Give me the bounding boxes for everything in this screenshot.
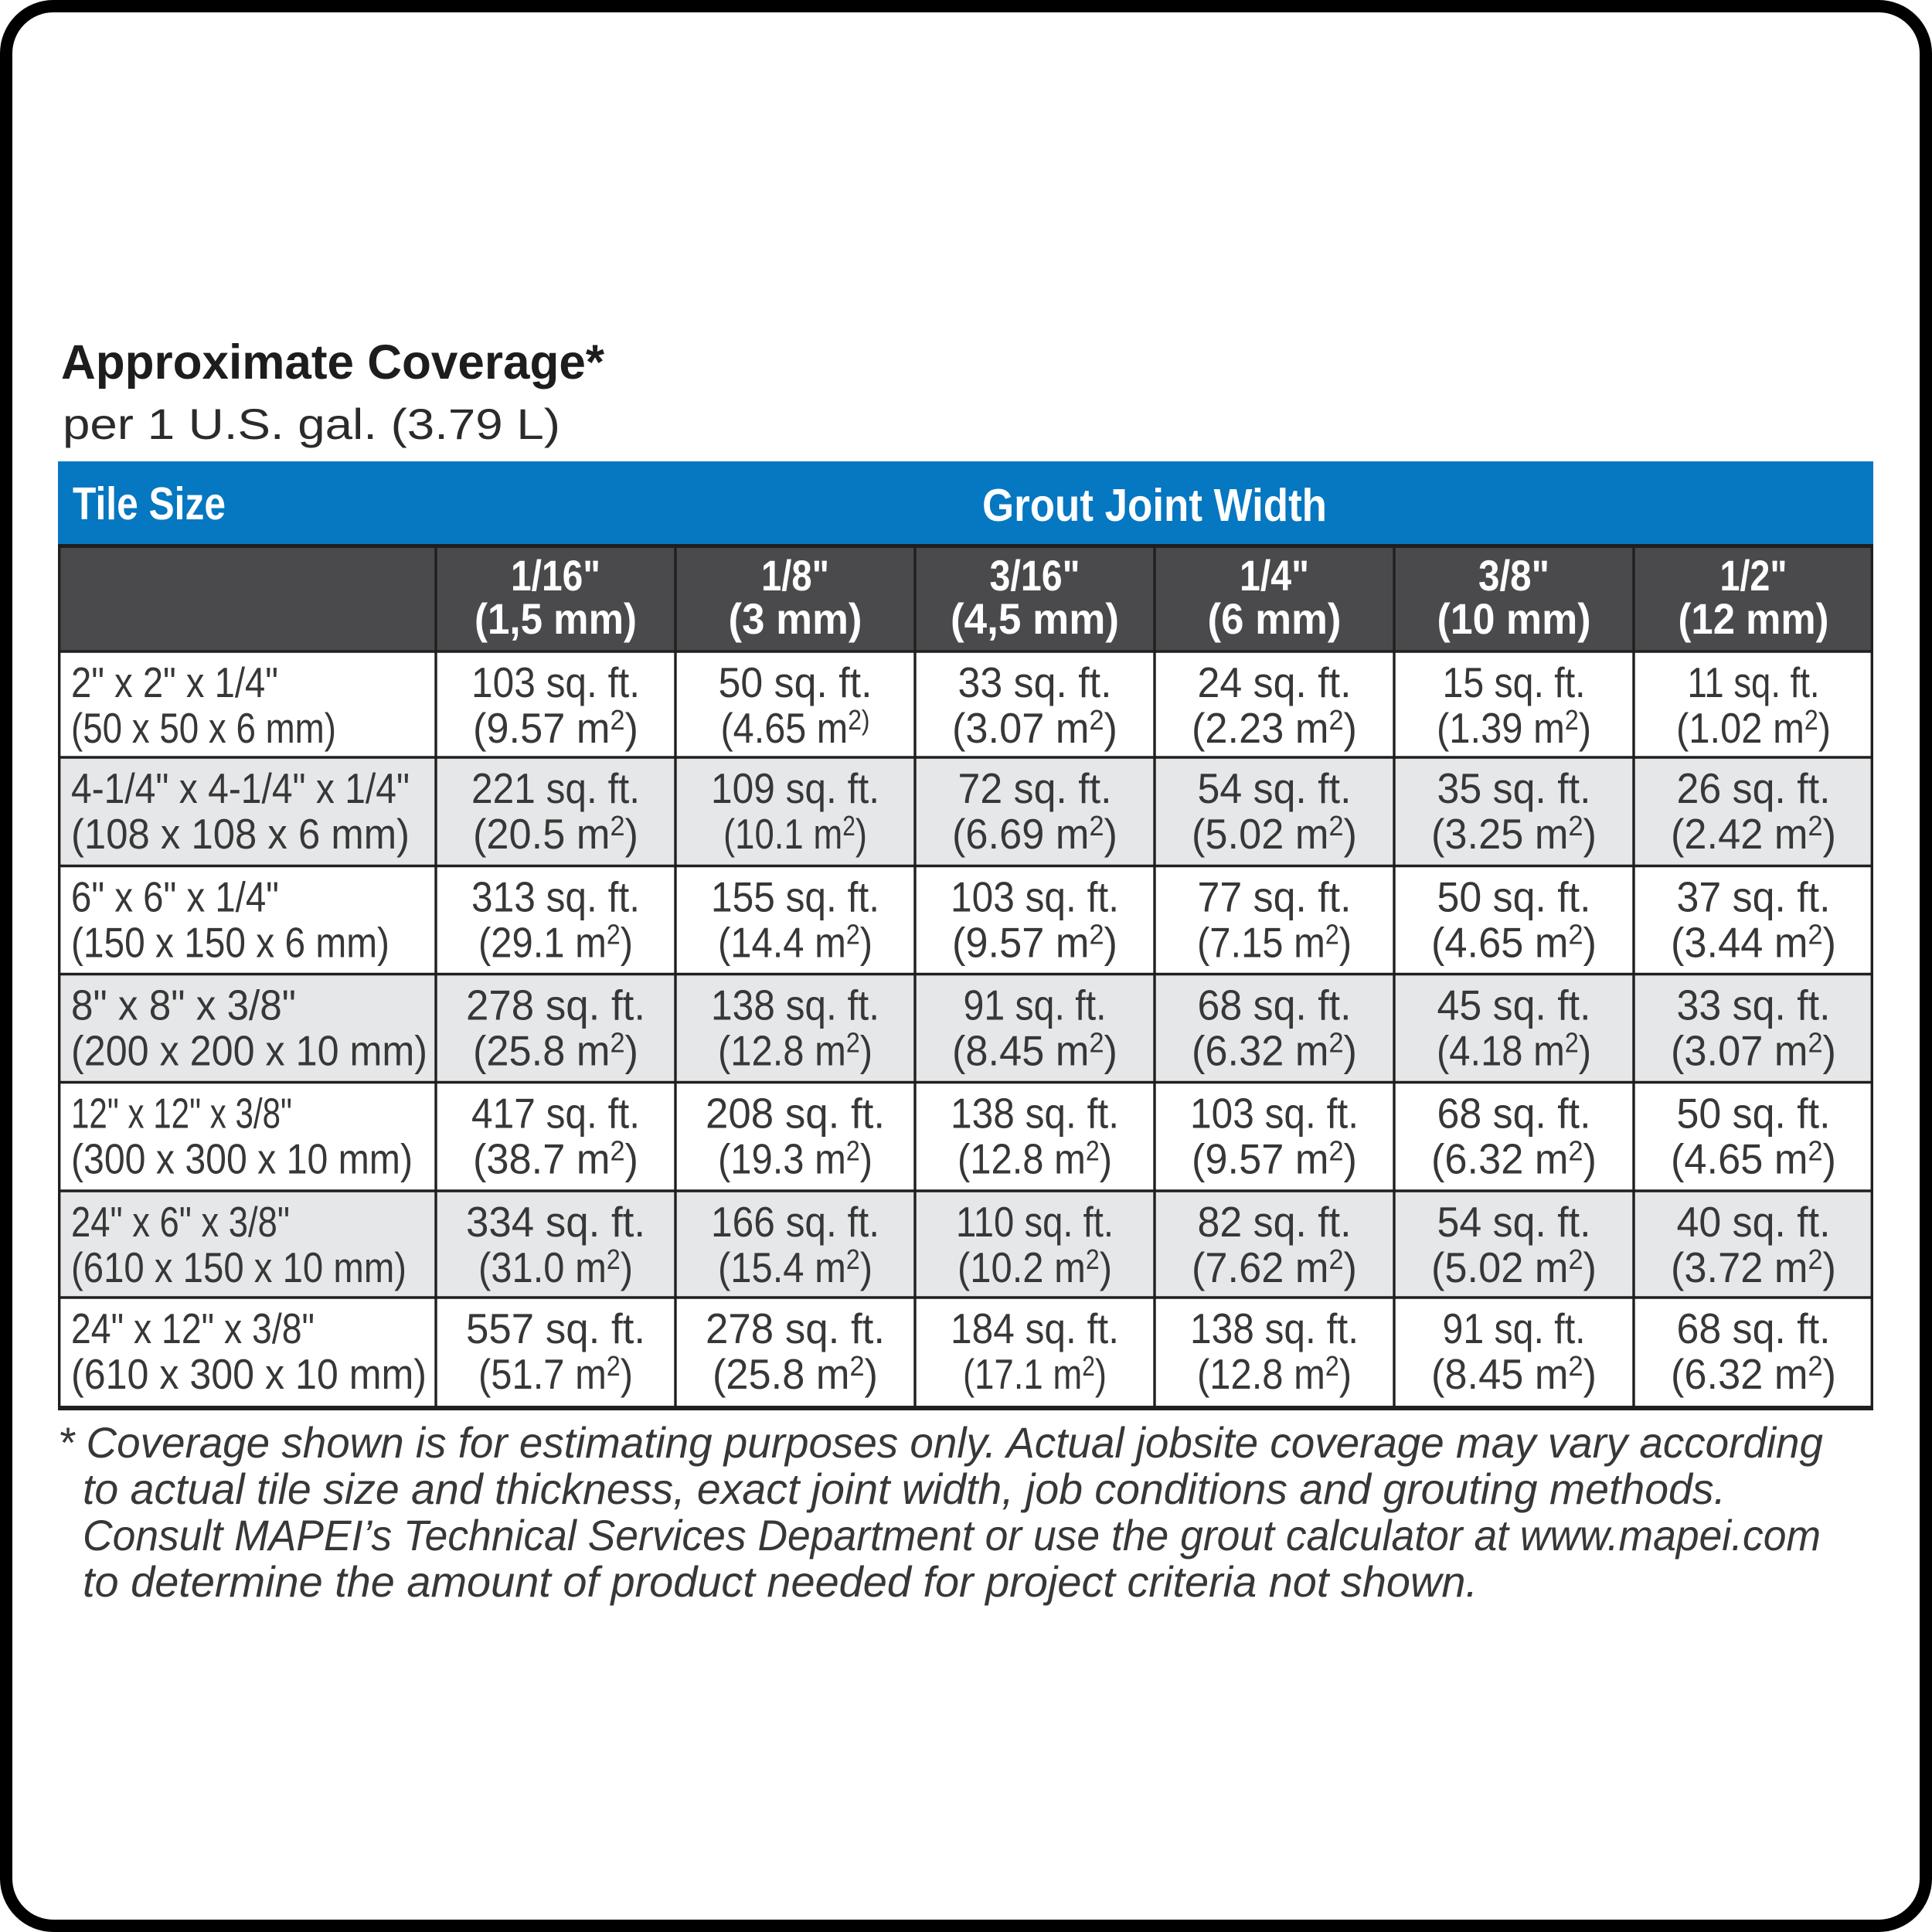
svg-text:313 sq. ft.: 313 sq. ft.: [471, 873, 640, 921]
svg-text:(25.8 m2): (25.8 m2): [473, 1027, 638, 1075]
svg-text:334 sq. ft.: 334 sq. ft.: [466, 1198, 645, 1246]
svg-text:24" x 6" x 3/8": 24" x 6" x 3/8": [71, 1198, 290, 1246]
svg-text:1/2": 1/2": [1720, 551, 1787, 600]
svg-text:(610 x 300 x 10 mm): (610 x 300 x 10 mm): [71, 1350, 427, 1398]
svg-text:35 sq. ft.: 35 sq. ft.: [1437, 764, 1591, 812]
svg-text:91 sq. ft.: 91 sq. ft.: [1443, 1304, 1586, 1352]
svg-text:54 sq. ft.: 54 sq. ft.: [1437, 1198, 1591, 1246]
svg-text:8" x 8" x 3/8": 8" x 8" x 3/8": [71, 981, 296, 1029]
svg-text:138 sq. ft.: 138 sq. ft.: [951, 1090, 1119, 1138]
svg-text:54 sq. ft.: 54 sq. ft.: [1198, 764, 1352, 812]
svg-text:(4.65 m2): (4.65 m2): [1431, 919, 1597, 967]
svg-text:per 1 U.S. gal. (3.79 L): per 1 U.S. gal. (3.79 L): [63, 400, 560, 448]
svg-text:103 sq. ft.: 103 sq. ft.: [951, 873, 1119, 921]
svg-text:91 sq. ft.: 91 sq. ft.: [964, 981, 1107, 1029]
svg-text:Consult MAPEI’s Technical Serv: Consult MAPEI’s Technical Services Depar…: [83, 1511, 1821, 1560]
svg-text:2" x 2" x 1/4": 2" x 2" x 1/4": [71, 658, 278, 706]
svg-text:40 sq. ft.: 40 sq. ft.: [1677, 1198, 1831, 1246]
svg-text:82 sq. ft.: 82 sq. ft.: [1198, 1198, 1352, 1246]
svg-text:1/16": 1/16": [511, 551, 600, 600]
svg-text:11 sq. ft.: 11 sq. ft.: [1688, 658, 1820, 706]
svg-text:(8.45 m2): (8.45 m2): [1431, 1350, 1597, 1398]
svg-text:68 sq. ft.: 68 sq. ft.: [1677, 1304, 1831, 1352]
svg-text:278 sq. ft.: 278 sq. ft.: [706, 1304, 885, 1352]
svg-text:278 sq. ft.: 278 sq. ft.: [466, 981, 645, 1029]
svg-text:138 sq. ft.: 138 sq. ft.: [711, 981, 879, 1029]
svg-text:6" x 6" x 1/4": 6" x 6" x 1/4": [71, 873, 279, 921]
svg-text:417 sq. ft.: 417 sq. ft.: [471, 1090, 640, 1138]
svg-text:1/8": 1/8": [761, 551, 829, 600]
svg-text:1/4": 1/4": [1240, 551, 1309, 600]
svg-text:(150 x 150 x 6 mm): (150 x 150 x 6 mm): [71, 919, 389, 967]
svg-text:103 sq. ft.: 103 sq. ft.: [471, 658, 640, 706]
svg-text:Tile Size: Tile Size: [73, 478, 226, 529]
svg-text:(38.7 m2): (38.7 m2): [473, 1135, 638, 1183]
svg-text:33 sq. ft.: 33 sq. ft.: [958, 658, 1112, 706]
svg-text:50 sq. ft.: 50 sq. ft.: [719, 658, 872, 706]
svg-text:(3 mm): (3 mm): [729, 594, 862, 643]
svg-text:3/8": 3/8": [1478, 551, 1549, 600]
svg-text:(12.8 m2): (12.8 m2): [1197, 1350, 1352, 1398]
svg-text:(610 x 150 x 10 mm): (610 x 150 x 10 mm): [71, 1243, 406, 1291]
svg-text:50 sq. ft.: 50 sq. ft.: [1437, 873, 1591, 921]
svg-text:166 sq. ft.: 166 sq. ft.: [711, 1198, 879, 1246]
svg-text:(1,5 mm): (1,5 mm): [474, 594, 637, 643]
svg-text:24" x 12" x 3/8": 24" x 12" x 3/8": [71, 1304, 315, 1352]
svg-text:15 sq. ft.: 15 sq. ft.: [1443, 658, 1586, 706]
svg-text:(10 mm): (10 mm): [1437, 594, 1591, 643]
svg-text:109 sq. ft.: 109 sq. ft.: [711, 764, 879, 812]
svg-text:Grout Joint Width: Grout Joint Width: [982, 480, 1327, 531]
svg-text:* Coverage shown is for estima: * Coverage shown is for estimating purpo…: [58, 1418, 1823, 1467]
svg-text:72 sq. ft.: 72 sq. ft.: [958, 764, 1112, 812]
svg-text:4-1/4" x 4-1/4" x 1/4": 4-1/4" x 4-1/4" x 1/4": [71, 764, 410, 812]
svg-text:37 sq. ft.: 37 sq. ft.: [1677, 873, 1831, 921]
svg-text:208 sq. ft.: 208 sq. ft.: [706, 1090, 885, 1138]
svg-text:68 sq. ft.: 68 sq. ft.: [1437, 1090, 1591, 1138]
svg-text:(6 mm): (6 mm): [1208, 594, 1342, 643]
svg-text:to actual tile size and thickn: to actual tile size and thickness, exact…: [83, 1464, 1726, 1513]
svg-text:(6.32 m2): (6.32 m2): [1192, 1027, 1357, 1075]
svg-text:221 sq. ft.: 221 sq. ft.: [471, 764, 640, 812]
svg-text:(4,5 mm): (4,5 mm): [951, 594, 1119, 643]
svg-text:68 sq. ft.: 68 sq. ft.: [1198, 981, 1352, 1029]
svg-text:(12 mm): (12 mm): [1679, 594, 1829, 643]
svg-text:3/16": 3/16": [990, 551, 1080, 600]
svg-text:26 sq. ft.: 26 sq. ft.: [1677, 764, 1831, 812]
svg-text:(15.4 m2): (15.4 m2): [718, 1243, 872, 1291]
svg-text:(1.39 m2): (1.39 m2): [1437, 704, 1591, 752]
svg-text:(300 x 300 x 10 mm): (300 x 300 x 10 mm): [71, 1135, 413, 1183]
svg-text:(50 x 50 x 6 mm): (50 x 50 x 6 mm): [71, 704, 336, 752]
svg-text:45 sq. ft.: 45 sq. ft.: [1437, 981, 1591, 1029]
svg-text:12" x 12" x 3/8": 12" x 12" x 3/8": [71, 1090, 292, 1138]
svg-text:(108 x 108 x 6 mm): (108 x 108 x 6 mm): [71, 810, 410, 858]
svg-text:to determine the amount of pro: to determine the amount of product neede…: [83, 1557, 1478, 1606]
svg-text:103 sq. ft.: 103 sq. ft.: [1190, 1090, 1359, 1138]
svg-text:(200 x 200 x 10 mm): (200 x 200 x 10 mm): [71, 1027, 427, 1075]
svg-text:33 sq. ft.: 33 sq. ft.: [1677, 981, 1831, 1029]
svg-text:24 sq. ft.: 24 sq. ft.: [1198, 658, 1352, 706]
svg-text:77 sq. ft.: 77 sq. ft.: [1198, 873, 1352, 921]
svg-text:155 sq. ft.: 155 sq. ft.: [711, 873, 879, 921]
svg-text:184 sq. ft.: 184 sq. ft.: [951, 1304, 1119, 1352]
svg-text:(4.18 m2): (4.18 m2): [1437, 1027, 1591, 1075]
svg-text:(4.65 m2): (4.65 m2): [721, 704, 870, 752]
svg-text:138 sq. ft.: 138 sq. ft.: [1190, 1304, 1359, 1352]
svg-text:50 sq. ft.: 50 sq. ft.: [1677, 1090, 1831, 1138]
svg-text:(7.62 m2): (7.62 m2): [1192, 1243, 1357, 1291]
svg-text:Approximate Coverage*: Approximate Coverage*: [61, 335, 604, 389]
svg-text:110 sq. ft.: 110 sq. ft.: [956, 1198, 1114, 1246]
svg-text:557 sq. ft.: 557 sq. ft.: [466, 1304, 645, 1352]
